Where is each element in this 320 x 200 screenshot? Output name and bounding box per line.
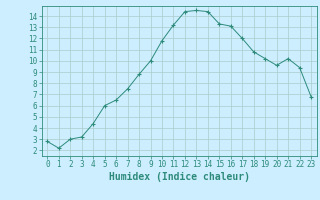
X-axis label: Humidex (Indice chaleur): Humidex (Indice chaleur) bbox=[109, 172, 250, 182]
